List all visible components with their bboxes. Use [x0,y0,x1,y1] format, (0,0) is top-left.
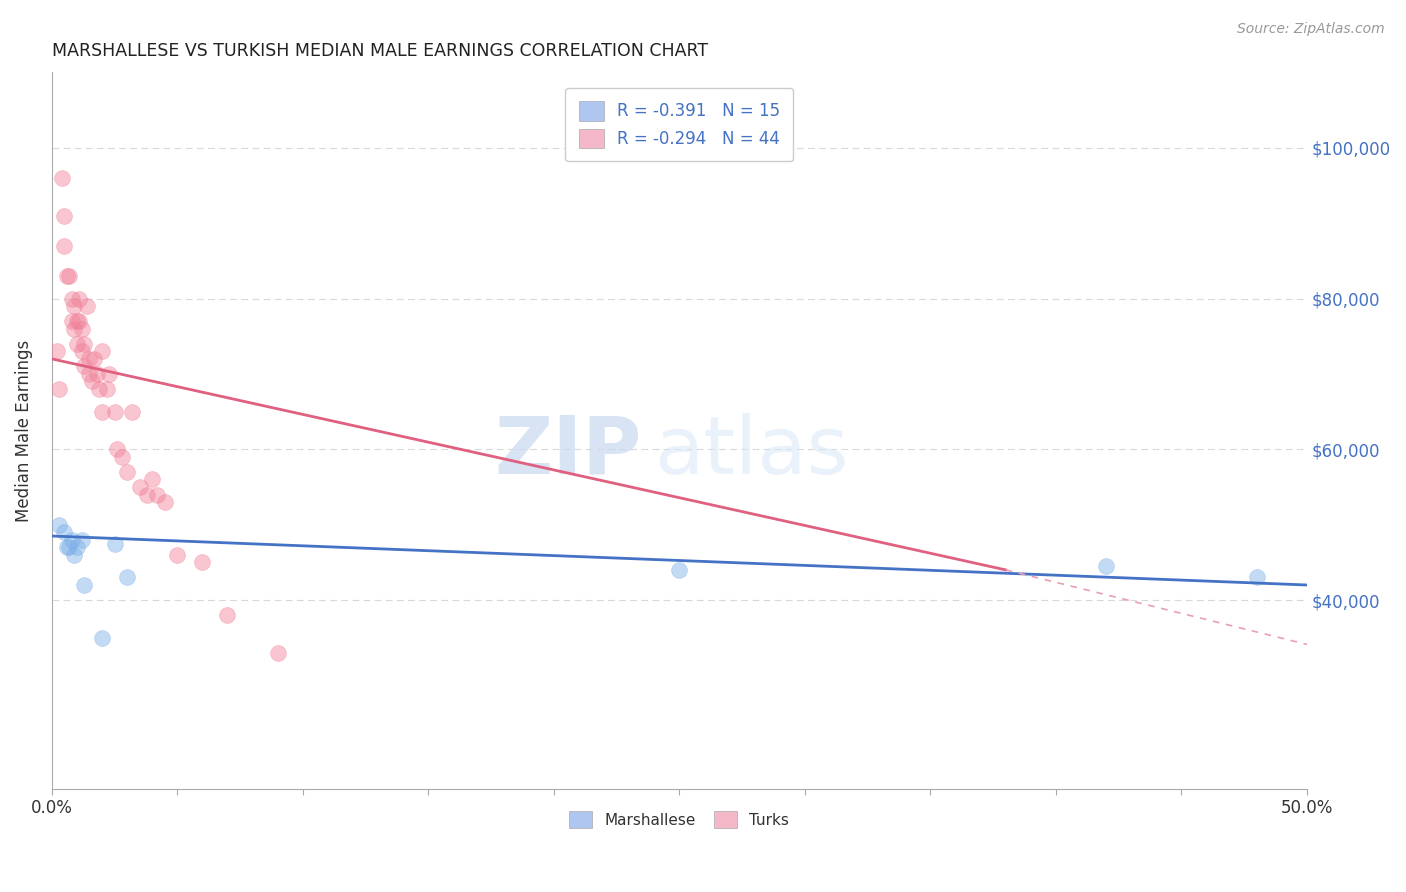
Point [105,442,128,457]
Point [79,367,101,381]
Point [79,351,101,366]
Point [48,517,70,532]
Point [267,646,290,660]
Point [66,336,89,351]
Point [91,404,114,418]
Point [191,555,214,569]
Point [60,533,83,547]
Point [48,382,70,396]
Point [98,367,121,381]
Point [73,359,96,374]
Point [96,382,118,396]
Point [67,292,90,306]
Point [63,322,86,336]
Point [51,171,73,186]
Text: atlas: atlas [654,413,849,491]
Point [66,314,89,328]
Point [111,450,134,464]
Point [63,548,86,562]
Point [83,351,105,366]
Point [86,367,108,381]
Point [153,495,176,509]
Point [56,541,79,555]
Point [70,322,93,336]
Point [141,473,163,487]
Point [1246,570,1268,584]
Point [70,533,93,547]
Point [53,525,76,540]
Point [56,268,79,283]
Point [45,344,67,359]
Point [115,465,138,479]
Point [91,344,114,359]
Text: Source: ZipAtlas.com: Source: ZipAtlas.com [1237,22,1385,37]
Point [103,404,125,418]
Point [53,209,76,223]
Point [73,578,96,592]
Point [217,608,239,623]
Point [58,541,80,555]
Point [67,314,90,328]
Point [91,631,114,645]
Point [115,570,138,584]
Point [146,487,169,501]
Point [73,336,96,351]
Point [80,375,103,389]
Point [66,541,89,555]
Point [121,404,143,418]
Point [76,299,98,313]
Text: ZIP: ZIP [495,413,641,491]
Point [1095,559,1118,574]
Point [103,536,125,550]
Legend: Marshallese, Turks: Marshallese, Turks [564,805,796,835]
Point [60,292,83,306]
Point [668,563,690,577]
Text: MARSHALLESE VS TURKISH MEDIAN MALE EARNINGS CORRELATION CHART: MARSHALLESE VS TURKISH MEDIAN MALE EARNI… [52,42,707,60]
Point [60,314,83,328]
Point [136,487,159,501]
Y-axis label: Median Male Earnings: Median Male Earnings [15,339,32,522]
Point [53,239,76,253]
Point [58,268,80,283]
Point [89,382,111,396]
Point [128,480,150,494]
Point [70,344,93,359]
Point [166,548,188,562]
Point [63,299,86,313]
